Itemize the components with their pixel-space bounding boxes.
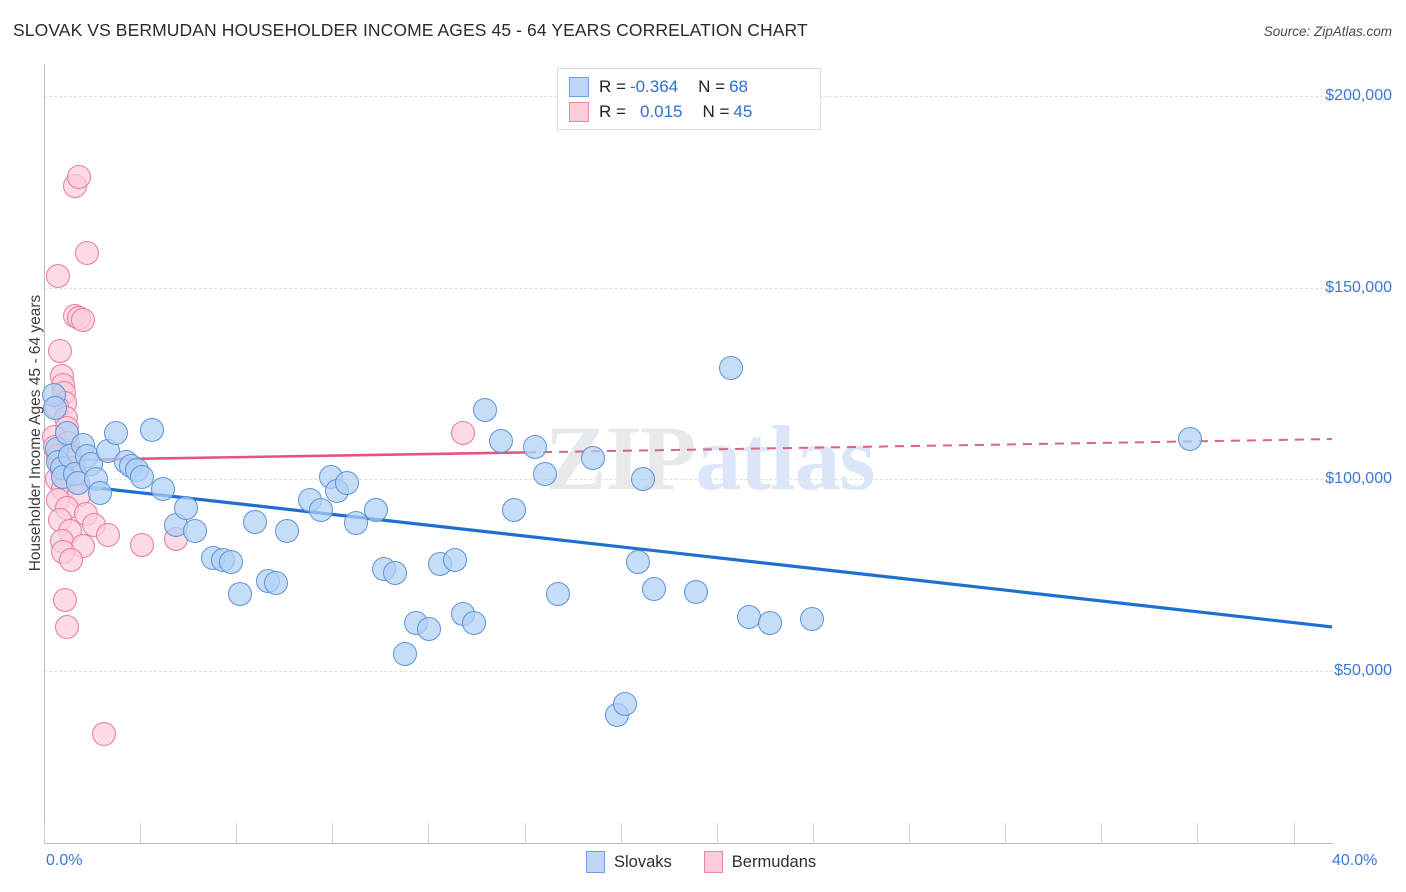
scatter-point-slovaks: [626, 549, 651, 574]
scatter-point-slovaks: [630, 467, 655, 492]
stats-n-label-slovaks: N =: [698, 77, 726, 96]
stats-row-slovaks: R = -0.364 N = 68: [569, 77, 748, 97]
scatter-point-slovaks: [242, 509, 267, 534]
x-tick-mark: [1293, 823, 1295, 843]
scatter-point-slovaks: [228, 582, 253, 607]
gridline: [44, 671, 1333, 672]
stats-n-value-bermudans: 45: [733, 102, 753, 121]
scatter-point-slovaks: [43, 396, 68, 421]
stats-r-label-bermudans: R =: [599, 102, 626, 121]
scatter-point-slovaks: [363, 498, 388, 522]
scatter-point-bermudans: [67, 164, 92, 189]
scatter-point-slovaks: [581, 446, 605, 471]
legend-label-bermudans[interactable]: Bermudans: [731, 852, 817, 871]
stats-r-label-slovaks: R =: [599, 77, 626, 96]
y-tick-label: $50,000: [1334, 662, 1392, 679]
x-tick-mark: [1197, 823, 1199, 843]
x-tick-mark: [44, 823, 45, 843]
scatter-point-slovaks: [308, 498, 333, 522]
legend-swatch-slovaks[interactable]: [586, 851, 605, 873]
scatter-point-slovaks: [334, 471, 359, 496]
scatter-point-slovaks: [737, 605, 762, 630]
legend-swatch-bermudans[interactable]: [703, 851, 723, 873]
scatter-point-bermudans: [96, 522, 121, 547]
scatter-point-bermudans: [59, 547, 84, 572]
stats-r-value-bermudans: 0.015: [639, 102, 683, 121]
y-tick-label: $150,000: [1325, 278, 1392, 296]
x-tick-mark: [1005, 823, 1007, 843]
scatter-point-slovaks: [545, 582, 570, 607]
legend-label-slovaks[interactable]: Slovaks: [614, 852, 672, 871]
scatter-point-slovaks: [642, 576, 667, 601]
page-title: SLOVAK VS BERMUDAN HOUSEHOLDER INCOME AG…: [13, 20, 808, 40]
stats-swatch-slovaks: [569, 77, 589, 97]
x-tick-mark: [1101, 823, 1103, 843]
trend-line-slovaks: [55, 481, 1333, 629]
x-axis-label-max: 40.0%: [1332, 852, 1378, 869]
scatter-point-slovaks: [382, 561, 407, 586]
x-axis-line: [44, 843, 1333, 844]
scatter-point-slovaks: [442, 547, 467, 572]
x-tick-mark: [236, 823, 238, 843]
x-tick-mark: [428, 823, 430, 843]
x-tick-mark: [909, 823, 911, 843]
x-tick-mark: [620, 823, 622, 843]
scatter-point-bermudans: [130, 532, 155, 557]
scatter-point-bermudans: [52, 588, 77, 613]
scatter-point-slovaks: [799, 607, 824, 632]
x-tick-mark: [716, 823, 718, 843]
stats-n-value-slovaks: 68: [729, 77, 748, 96]
y-tick-label: $200,000: [1325, 87, 1392, 104]
scatter-point-slovaks: [461, 611, 486, 636]
scatter-point-slovaks: [523, 434, 548, 459]
scatter-point-slovaks: [263, 570, 288, 595]
scatter-point-slovaks: [275, 519, 300, 544]
y-tick-label: $100,000: [1325, 470, 1392, 488]
stats-n-label-bermudans: N =: [702, 102, 730, 121]
stats-r-value-slovaks: -0.364: [629, 77, 679, 96]
scatter-point-slovaks: [532, 461, 557, 486]
scatter-point-slovaks: [719, 356, 744, 381]
x-axis-label-min: 0.0%: [46, 852, 83, 869]
stats-row-bermudans: R = 0.015 N = 45: [569, 102, 752, 122]
scatter-point-slovaks: [104, 421, 129, 446]
scatter-point-bermudans: [75, 241, 100, 266]
x-tick-mark: [812, 823, 814, 843]
scatter-point-slovaks: [684, 580, 709, 605]
scatter-point-slovaks: [130, 465, 155, 490]
scatter-point-slovaks: [1178, 427, 1203, 452]
stats-swatch-bermudans: [569, 102, 589, 122]
scatter-point-bermudans: [91, 722, 116, 747]
trend-line-bermudans-dashed: [526, 438, 1333, 454]
scatter-point-bermudans: [46, 264, 71, 289]
scatter-point-slovaks: [489, 429, 514, 453]
scatter-point-slovaks: [758, 611, 783, 636]
scatter-point-slovaks: [344, 511, 369, 536]
scatter-point-bermudans: [450, 421, 475, 446]
scatter-point-slovaks: [151, 476, 176, 501]
scatter-point-slovaks: [502, 498, 527, 522]
scatter-point-slovaks: [473, 398, 498, 423]
scatter-point-slovaks: [218, 549, 243, 574]
scatter-point-slovaks: [183, 519, 208, 544]
scatter-point-slovaks: [613, 691, 638, 716]
scatter-point-slovaks: [392, 641, 417, 666]
scatter-point-slovaks: [139, 417, 164, 442]
series-legend: Slovaks Bermudans: [586, 851, 816, 873]
scatter-point-slovaks: [88, 480, 113, 505]
correlation-stats-box: R = -0.364 N = 68 R = 0.015 N = 45: [557, 68, 821, 130]
scatter-point-bermudans: [48, 338, 73, 363]
scatter-point-bermudans: [70, 308, 95, 333]
source-label: Source: ZipAtlas.com: [1263, 24, 1392, 39]
x-tick-mark: [332, 823, 334, 843]
scatter-point-slovaks: [416, 616, 441, 641]
gridline: [44, 479, 1333, 481]
x-tick-mark: [524, 823, 526, 843]
scatter-point-bermudans: [54, 614, 79, 639]
x-tick-mark: [140, 823, 142, 843]
scatter-point-slovaks: [173, 496, 198, 521]
gridline: [44, 287, 1333, 289]
